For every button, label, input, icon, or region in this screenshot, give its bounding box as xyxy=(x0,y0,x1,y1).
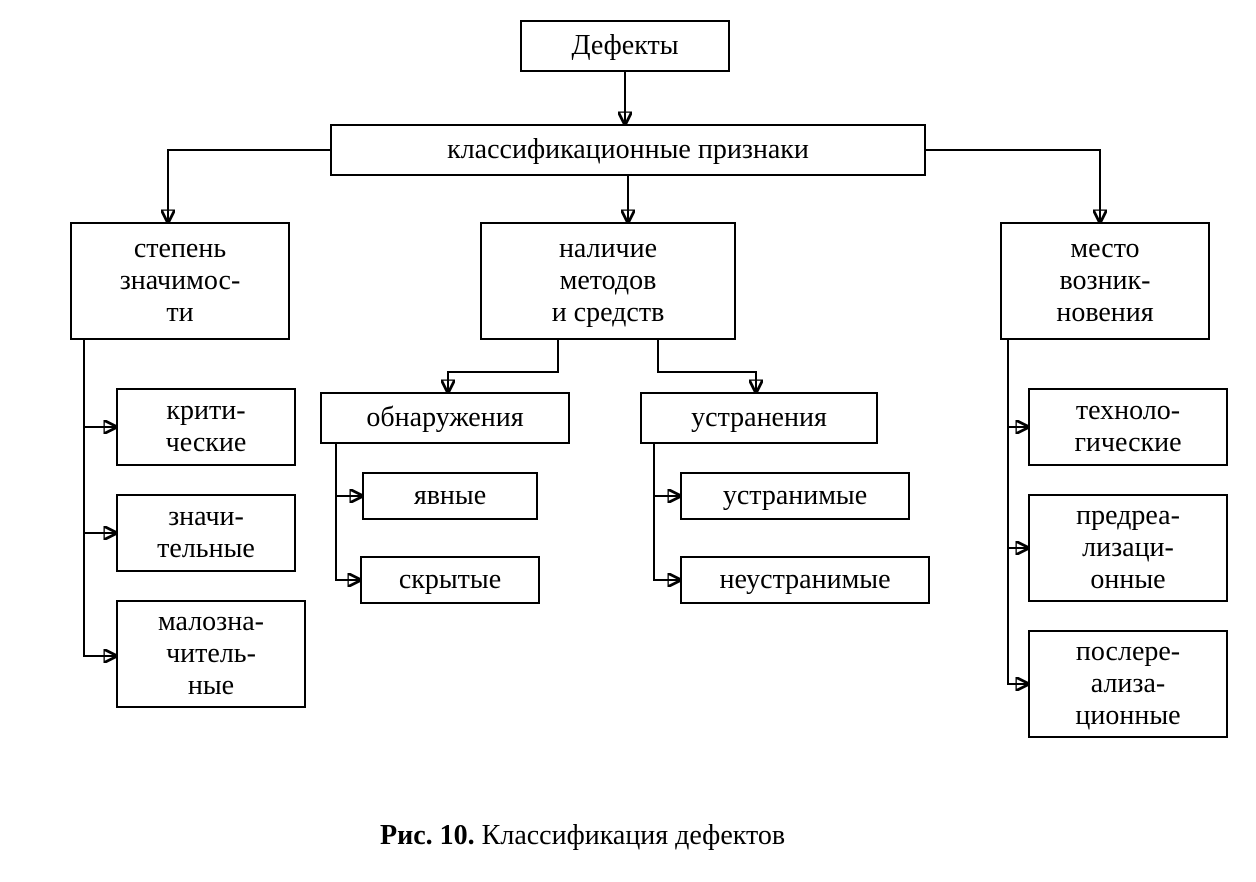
node-tech: техноло-гические xyxy=(1028,388,1228,466)
node-crit: крити-ческие xyxy=(116,388,296,466)
edge xyxy=(448,340,558,392)
node-root: Дефекты xyxy=(520,20,730,72)
node-ustr: устранимые xyxy=(680,472,910,520)
node-signif: степеньзначимос-ти xyxy=(70,222,290,340)
node-postreal: послере-ализа-ционные xyxy=(1028,630,1228,738)
node-label: значи-тельные xyxy=(157,501,255,565)
node-label: послере-ализа-ционные xyxy=(1075,636,1180,733)
node-malo: малозна-читель-ные xyxy=(116,600,306,708)
node-methods: наличиеметодови средств xyxy=(480,222,736,340)
node-label: степеньзначимос-ти xyxy=(120,233,241,330)
edge xyxy=(84,340,116,656)
caption-prefix: Рис. 10. xyxy=(380,820,475,851)
edge xyxy=(658,340,756,392)
caption-text: Классификация дефектов xyxy=(482,820,785,851)
node-yav: явные xyxy=(362,472,538,520)
node-label: предреа-лизаци-онные xyxy=(1076,500,1180,597)
edge xyxy=(1008,340,1028,684)
node-label: классификационные признаки xyxy=(447,134,809,166)
edge xyxy=(336,444,360,580)
node-label: скрытые xyxy=(399,564,501,596)
edge xyxy=(654,444,680,580)
edge xyxy=(168,150,330,222)
node-detect: обнаружения xyxy=(320,392,570,444)
node-label: неустранимые xyxy=(719,564,890,596)
node-label: наличиеметодови средств xyxy=(552,233,665,330)
node-place: местовозник-новения xyxy=(1000,222,1210,340)
node-skr: скрытые xyxy=(360,556,540,604)
node-class: классификационные признаки xyxy=(330,124,926,176)
node-label: местовозник-новения xyxy=(1056,233,1153,330)
node-label: Дефекты xyxy=(571,30,678,62)
edge xyxy=(926,150,1100,222)
node-label: обнаружения xyxy=(366,402,523,434)
node-elim: устранения xyxy=(640,392,878,444)
node-label: техноло-гические xyxy=(1074,395,1181,459)
node-prereal: предреа-лизаци-онные xyxy=(1028,494,1228,602)
node-label: устранимые xyxy=(723,480,867,512)
figure-caption: Рис. 10. Классификация дефектов xyxy=(380,820,785,852)
node-label: крити-ческие xyxy=(166,395,247,459)
diagram-stage: Рис. 10. Классификация дефектов Дефекты к… xyxy=(0,0,1256,882)
node-label: явные xyxy=(414,480,486,512)
node-neustr: неустранимые xyxy=(680,556,930,604)
node-label: малозна-читель-ные xyxy=(158,606,264,703)
node-label: устранения xyxy=(691,402,827,434)
node-znach: значи-тельные xyxy=(116,494,296,572)
